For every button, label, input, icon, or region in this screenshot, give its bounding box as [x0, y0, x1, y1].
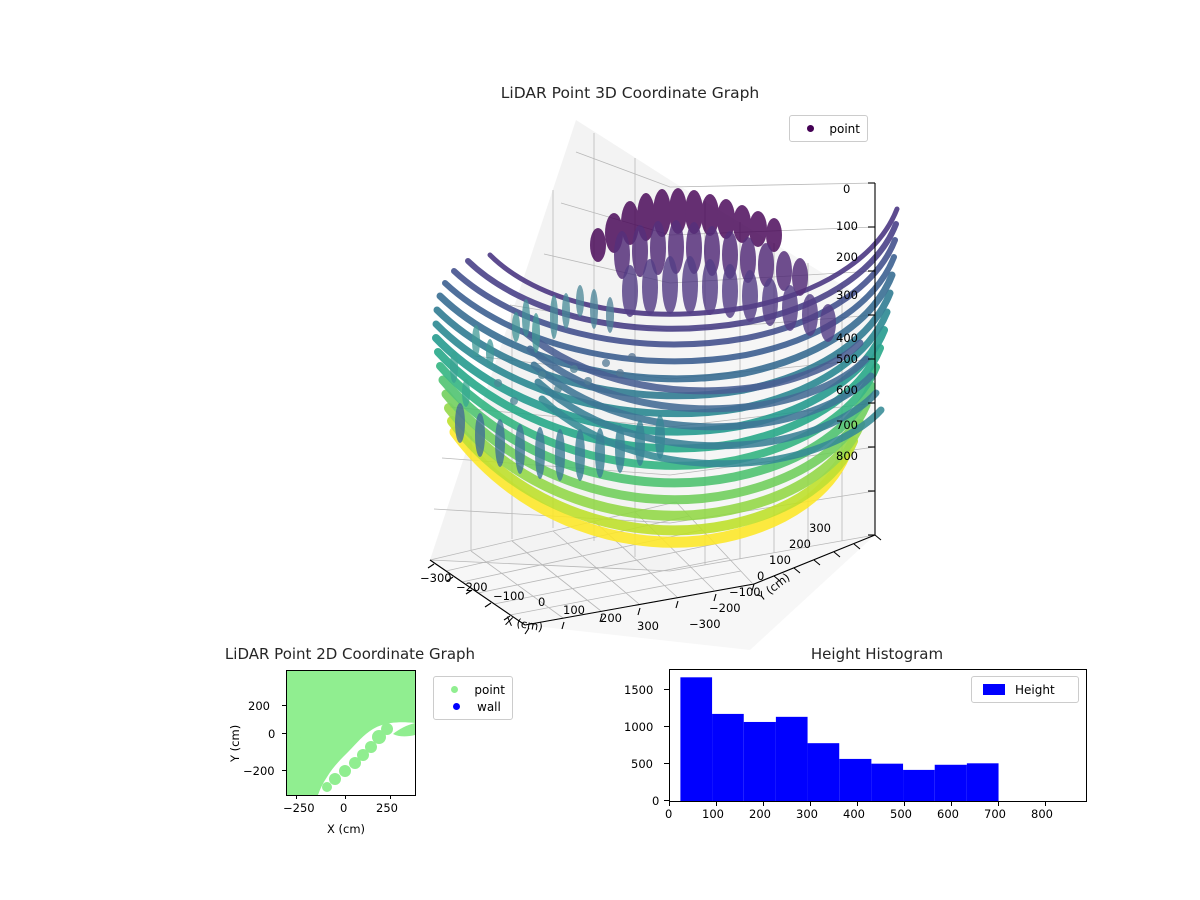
plot3d-tick-marks [427, 182, 882, 635]
legend-label-point: point [474, 682, 505, 697]
plot2d-axes[interactable] [285, 669, 416, 796]
plot3d-axes[interactable] [330, 105, 930, 650]
histogram-bar [743, 721, 776, 801]
histogram-bar [870, 763, 903, 801]
legend-item-point[interactable]: point [441, 681, 505, 698]
legend-item-height[interactable]: Height [979, 681, 1071, 698]
point-marker-icon [797, 125, 823, 132]
plot2d-point-cloud [286, 670, 415, 795]
plot2d-legend[interactable]: point wall [433, 676, 513, 720]
plot2d-title: LiDAR Point 2D Coordinate Graph [224, 645, 476, 663]
histogram-bar [775, 716, 808, 801]
height-patch-icon [979, 684, 1009, 695]
legend-item-point[interactable]: point [797, 120, 860, 137]
histogram-bar [838, 758, 871, 801]
plot2d-ylabel: Y (cm) [228, 724, 242, 762]
plot2d-canvas [286, 670, 415, 795]
histogram-bar [966, 762, 999, 801]
histogram-canvas [679, 676, 999, 801]
histogram-title: Height Histogram [810, 645, 944, 663]
histogram-bars [679, 676, 999, 801]
plot3d-legend[interactable]: point [789, 115, 868, 142]
legend-label-wall: wall [477, 699, 501, 714]
legend-item-wall[interactable]: wall [441, 698, 505, 715]
plot3d-canvas [427, 120, 900, 650]
histogram-legend[interactable]: Height [971, 676, 1079, 703]
histogram-bar [807, 742, 839, 801]
point-marker-icon [441, 686, 468, 693]
legend-label-height: Height [1015, 682, 1055, 697]
histogram-bar [711, 713, 744, 801]
plot3d-point-cloud [432, 188, 900, 548]
legend-label-point: point [829, 121, 860, 136]
plot2d-xlabel: X (cm) [327, 822, 366, 836]
plot3d-title: LiDAR Point 3D Coordinate Graph [500, 84, 760, 102]
wall-marker-icon [441, 703, 471, 710]
histogram-bar [679, 676, 712, 801]
histogram-bar [902, 769, 935, 801]
histogram-bar [934, 764, 967, 801]
